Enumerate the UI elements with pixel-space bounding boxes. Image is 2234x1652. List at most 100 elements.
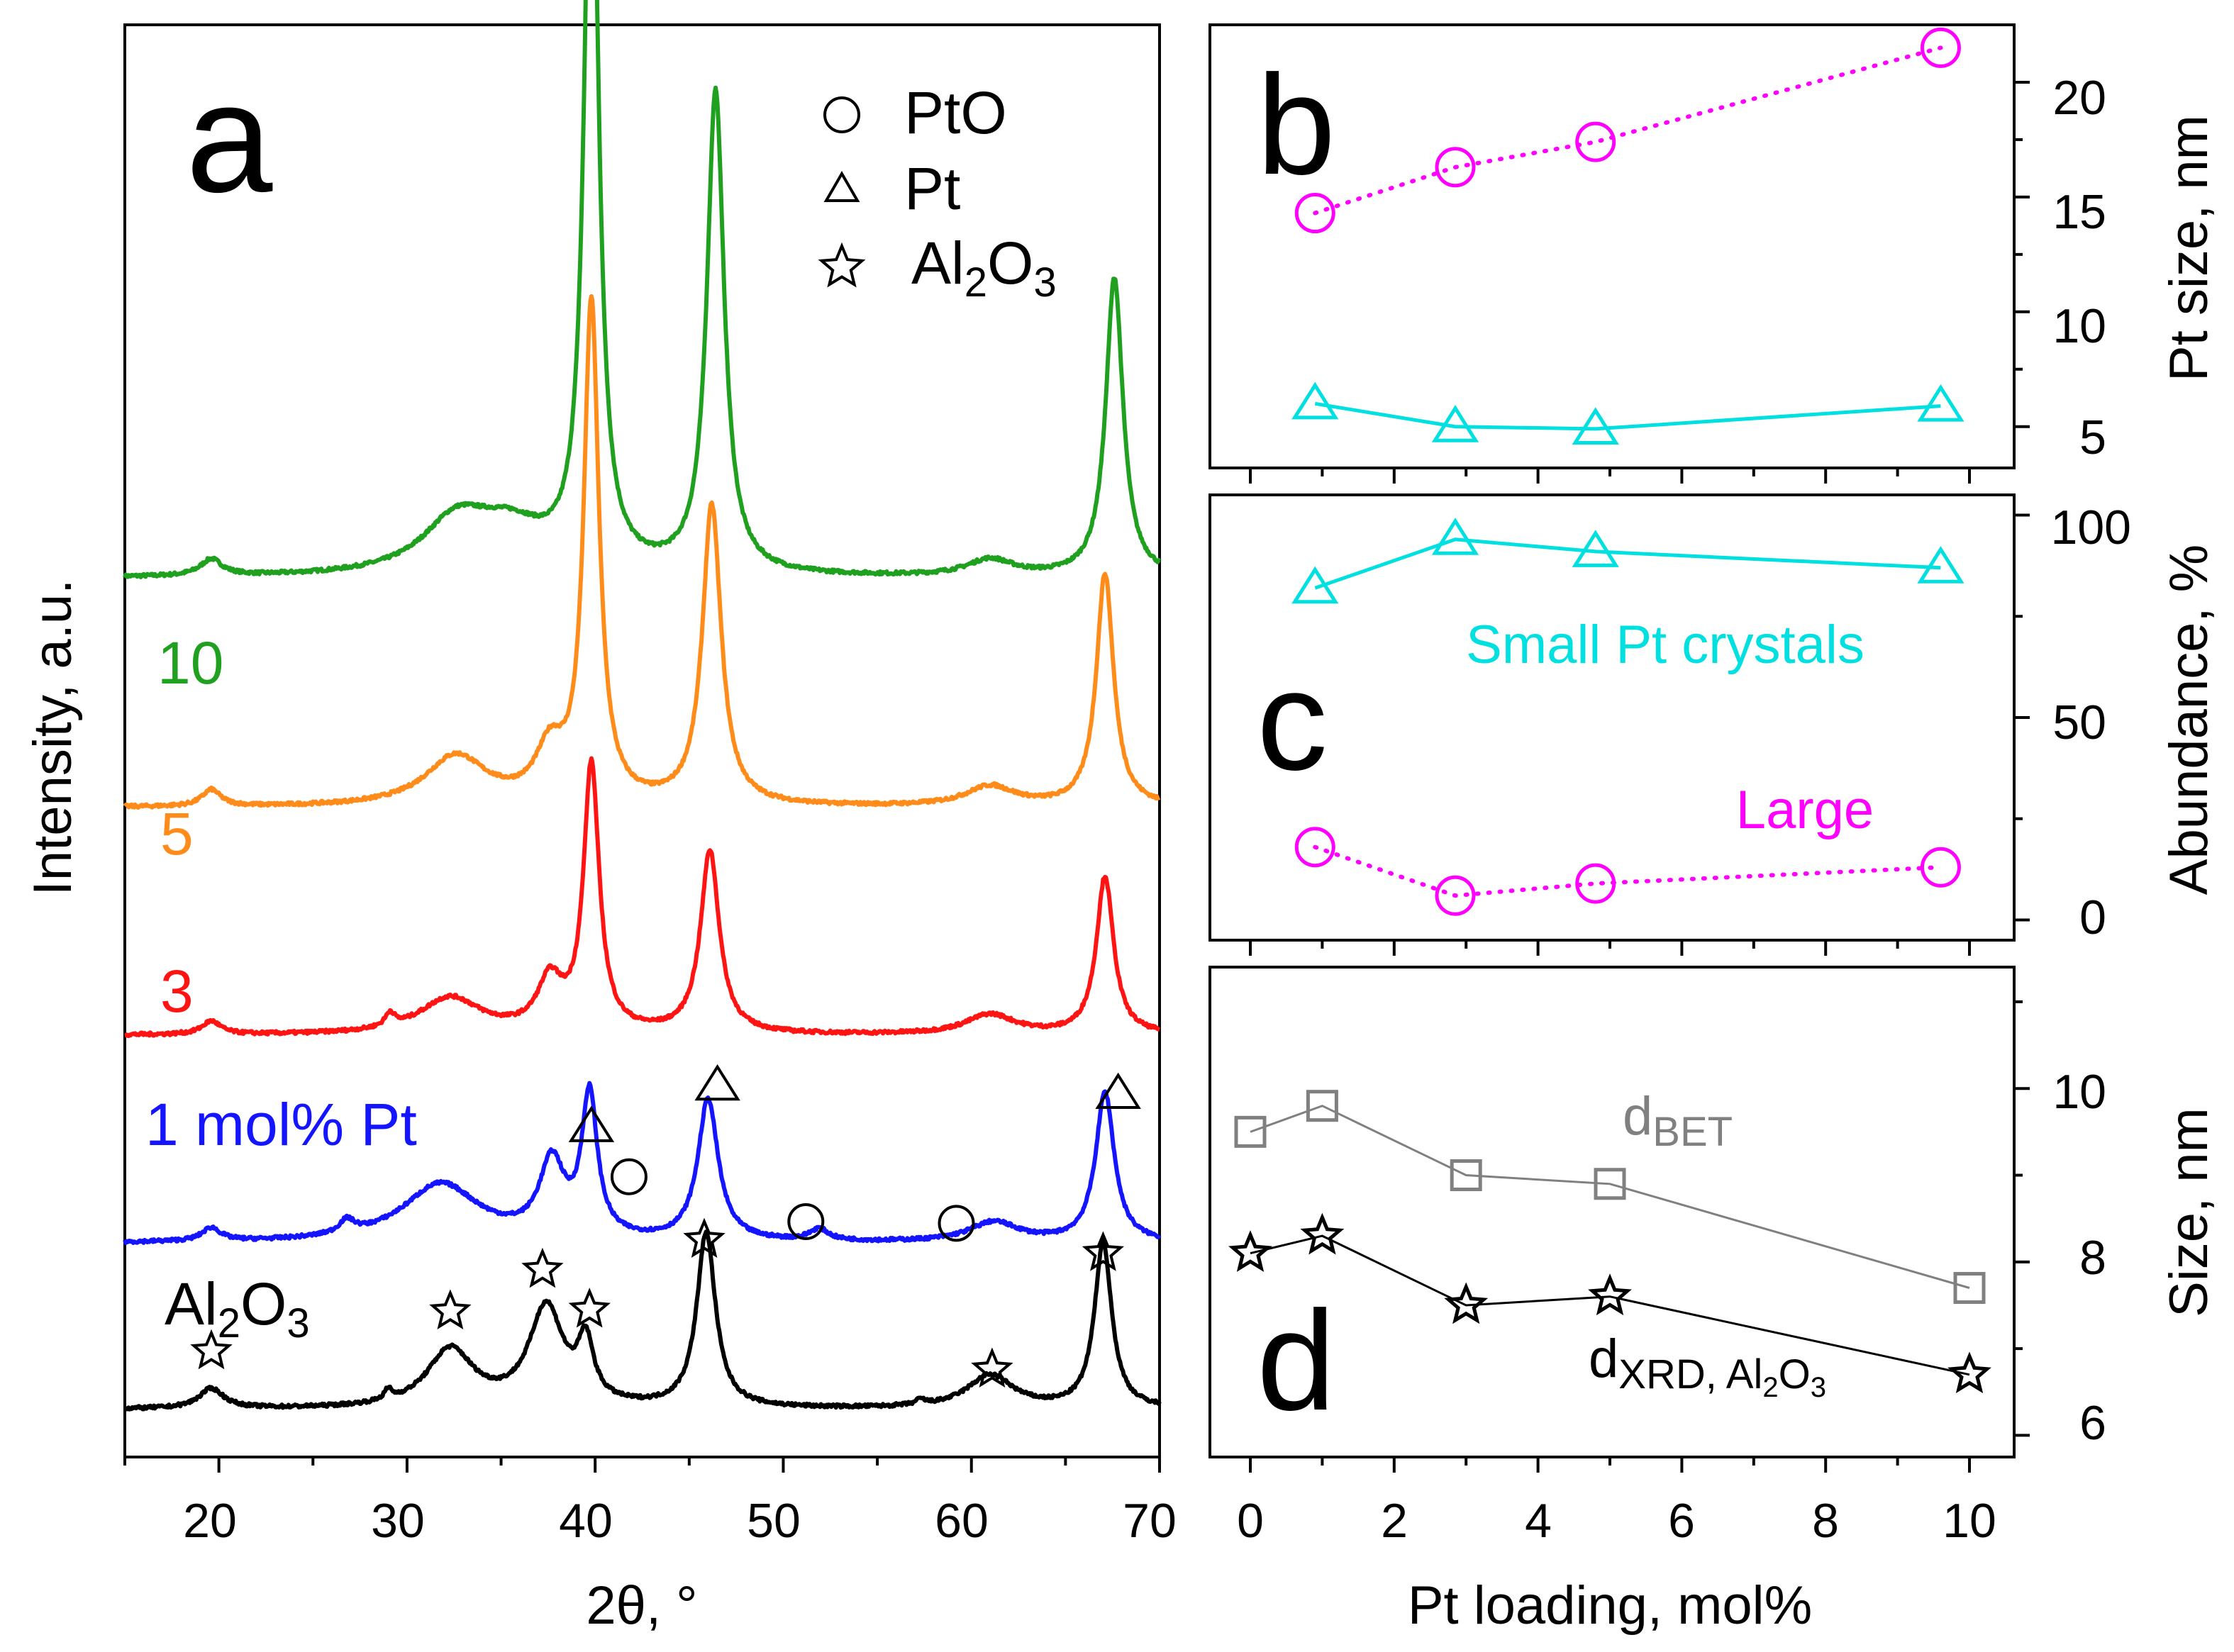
triangle-marker bbox=[1917, 384, 1965, 422]
x-tick-label: 4 bbox=[1525, 1494, 1552, 1548]
legend-star-icon bbox=[818, 242, 866, 288]
circle-marker bbox=[938, 1205, 975, 1242]
panel-b-data bbox=[1291, 27, 1965, 445]
triangle-marker bbox=[568, 1105, 615, 1142]
curve-label-al2o3-al: Al bbox=[165, 1271, 218, 1337]
x-tick-label: 10 bbox=[1943, 1494, 1996, 1548]
panel-b: 5 10 15 20 Pt size, nm b bbox=[1208, 23, 2219, 484]
panel-c-ticks bbox=[1249, 513, 2030, 956]
triangle-marker bbox=[1431, 518, 1479, 555]
y-tick-label: 20 bbox=[2052, 71, 2106, 125]
dxrd-subscript-xrd-al: XRD, Al bbox=[1618, 1351, 1762, 1397]
circle-marker bbox=[1575, 863, 1616, 904]
dbet-annotation: dBET bbox=[1623, 1086, 1733, 1155]
series-line-0 bbox=[1313, 45, 1943, 216]
dxrd-subscript-2: 2 bbox=[1762, 1372, 1778, 1403]
triangle-marker bbox=[1431, 405, 1479, 442]
large-annotation: Large bbox=[1736, 780, 1874, 840]
y-tick-label: 6 bbox=[2079, 1396, 2106, 1450]
panel-c-y-axis-label: Abundance, % bbox=[2159, 545, 2219, 895]
triangle-marker bbox=[1572, 407, 1619, 445]
series-line-0 bbox=[1314, 537, 1941, 590]
x-tick-label: 6 bbox=[1668, 1494, 1695, 1548]
panel-d-y-axis-label: Size, nm bbox=[2159, 1107, 2219, 1317]
y-tick-label: 10 bbox=[2052, 1065, 2106, 1119]
star-marker bbox=[521, 1247, 564, 1288]
star-marker bbox=[1444, 1282, 1489, 1324]
panel-c-y-tick-labels: 0 50 100 bbox=[2051, 501, 2131, 944]
circle-marker bbox=[1920, 27, 1961, 68]
legend-al2o3-o: O bbox=[987, 230, 1033, 296]
panel-b-ticks bbox=[1249, 80, 2030, 484]
star-marker bbox=[1228, 1230, 1272, 1272]
panel-b-y-tick-labels: 5 10 15 20 bbox=[2052, 71, 2106, 464]
curve-label-1: 1 mol% Pt bbox=[145, 1091, 417, 1158]
panel-b-y-axis-label: Pt size, nm bbox=[2159, 115, 2219, 381]
legend-circle-icon bbox=[823, 96, 860, 133]
dxrd-subscript-3: 3 bbox=[1811, 1372, 1826, 1403]
star-marker bbox=[190, 1329, 233, 1370]
panel-d-label: d bbox=[1257, 1282, 1335, 1440]
panel-c: 0 50 100 Abundance, % c Small Pt crystal… bbox=[1208, 493, 2219, 956]
circle-marker bbox=[787, 1203, 825, 1241]
legend-pto-label: PtO bbox=[904, 79, 1007, 146]
star-marker bbox=[1588, 1273, 1632, 1316]
triangle-marker bbox=[1291, 381, 1339, 420]
panel-a-y-axis-label: Intensity, a.u. bbox=[23, 579, 83, 895]
panel-d-x-tick-labels: 0 2 4 6 8 10 bbox=[1237, 1494, 1996, 1548]
star-marker bbox=[1082, 1231, 1125, 1271]
triangle-marker bbox=[1291, 566, 1339, 604]
circle-marker bbox=[1435, 147, 1476, 188]
circle-marker bbox=[1294, 827, 1335, 868]
y-tick-label: 5 bbox=[2079, 411, 2106, 464]
panel-b-label: b bbox=[1257, 46, 1335, 204]
star-marker bbox=[568, 1288, 611, 1328]
circle-marker bbox=[1920, 847, 1961, 888]
dxrd-subscript-o: O bbox=[1779, 1351, 1811, 1397]
panel-a-peak-markers bbox=[190, 1064, 1141, 1388]
star-marker bbox=[683, 1217, 726, 1258]
panel-a-curves bbox=[123, 0, 1162, 1412]
dxrd-annotation: dXRD, Al2O3 bbox=[1589, 1329, 1826, 1403]
legend-al2o3-sub-2: 2 bbox=[965, 259, 987, 306]
triangle-marker bbox=[694, 1064, 740, 1101]
panel-a-x-ticks bbox=[123, 1457, 1161, 1473]
curve-label-10: 10 bbox=[157, 630, 223, 696]
curve-label-5: 5 bbox=[160, 800, 194, 867]
panel-a-frame bbox=[123, 23, 1161, 1458]
x-tick-label: 40 bbox=[559, 1494, 613, 1548]
series-line-1 bbox=[1314, 401, 1941, 431]
xrd-curve-3 bbox=[123, 1081, 1162, 1245]
panel-a-label: a bbox=[186, 50, 273, 225]
panel-a-legend: PtO Pt Al2O3 bbox=[818, 79, 1057, 306]
panel-a: 20 30 40 50 60 70 2θ, ° Intensity, a.u. … bbox=[23, 0, 1177, 1636]
xrd-curve-4 bbox=[123, 1229, 1162, 1412]
legend-al2o3-al: Al bbox=[911, 230, 965, 296]
dxrd-d: d bbox=[1589, 1329, 1618, 1389]
x-tick-label: 50 bbox=[747, 1494, 801, 1548]
curve-label-al2o3: Al2O3 bbox=[165, 1271, 310, 1346]
triangle-marker bbox=[1917, 546, 1965, 584]
x-tick-label: 30 bbox=[371, 1494, 425, 1548]
panel-a-x-tick-labels: 20 30 40 50 60 70 bbox=[183, 1494, 1177, 1548]
triangle-marker bbox=[1095, 1072, 1141, 1109]
legend-al2o3-sub-3: 3 bbox=[1033, 259, 1056, 306]
panel-d: 0 2 4 6 8 10 6 8 10 Pt loading, mol% Siz… bbox=[1208, 966, 2219, 1636]
star-marker bbox=[429, 1289, 472, 1329]
triangle-marker bbox=[1572, 530, 1619, 567]
star-marker bbox=[971, 1347, 1013, 1388]
series-line-0 bbox=[1250, 1105, 1970, 1289]
dbet-subscript: BET bbox=[1652, 1109, 1733, 1155]
circle-marker bbox=[1575, 121, 1616, 162]
xrd-curve-0 bbox=[123, 0, 1161, 579]
x-tick-label: 60 bbox=[935, 1494, 989, 1548]
xrd-curve-1 bbox=[123, 294, 1161, 810]
panel-c-data bbox=[1291, 518, 1965, 916]
y-tick-label: 8 bbox=[2079, 1231, 2106, 1285]
circle-marker bbox=[1435, 875, 1476, 916]
curve-label-al2o3-sub-3: 3 bbox=[287, 1300, 309, 1346]
panel-c-label: c bbox=[1257, 642, 1328, 800]
panel-d-x-axis-label: Pt loading, mol% bbox=[1408, 1575, 1812, 1636]
panel-b-frame bbox=[1208, 23, 2016, 469]
